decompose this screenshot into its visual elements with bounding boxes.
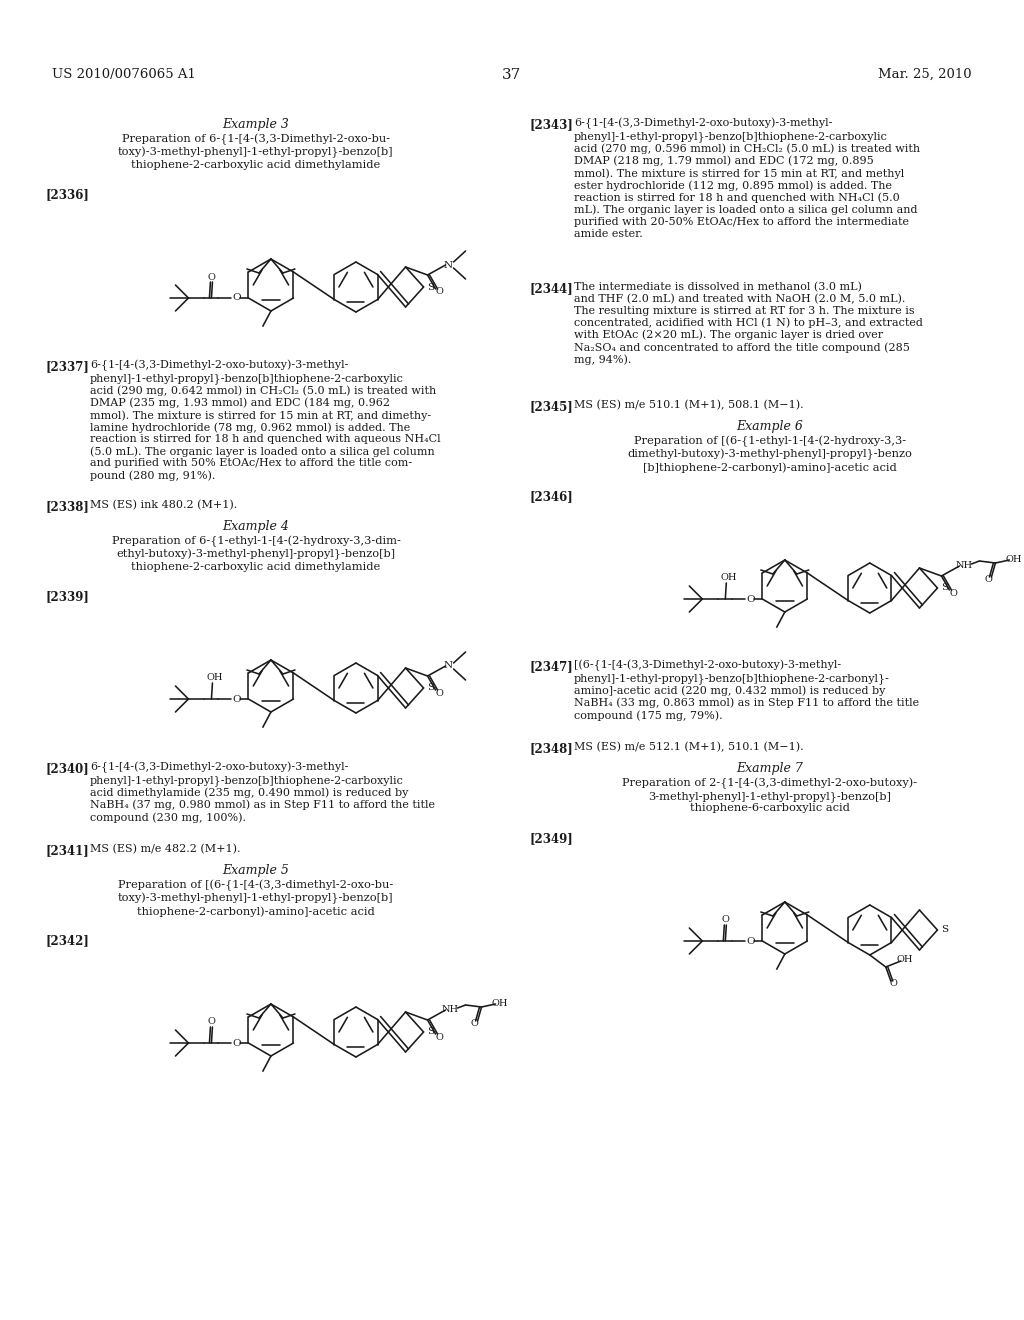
Text: Example 4: Example 4 (222, 520, 290, 533)
Text: [2339]: [2339] (46, 590, 90, 603)
Text: OH: OH (206, 673, 222, 682)
Text: US 2010/0076065 A1: US 2010/0076065 A1 (52, 69, 196, 81)
Text: Example 3: Example 3 (222, 117, 290, 131)
Text: [2348]: [2348] (529, 742, 573, 755)
Text: 6-{1-[4-(3,3-Dimethyl-2-oxo-butoxy)-3-methyl-
phenyl]-1-ethyl-propyl}-benzo[b]th: 6-{1-[4-(3,3-Dimethyl-2-oxo-butoxy)-3-me… (90, 762, 435, 822)
Text: O: O (471, 1019, 478, 1028)
Text: [2340]: [2340] (46, 762, 90, 775)
Text: 37: 37 (502, 69, 521, 82)
Text: Example 5: Example 5 (222, 865, 290, 876)
Text: O: O (890, 979, 898, 989)
Text: O: O (435, 689, 443, 697)
Text: NH: NH (955, 561, 973, 570)
Text: O: O (232, 1039, 241, 1048)
Text: O: O (208, 272, 215, 281)
Text: [2343]: [2343] (529, 117, 573, 131)
Text: MS (ES) m/e 510.1 (M+1), 508.1 (M−1).: MS (ES) m/e 510.1 (M+1), 508.1 (M−1). (573, 400, 804, 411)
Text: O: O (232, 293, 241, 302)
Text: [(6-{1-[4-(3,3-Dimethyl-2-oxo-butoxy)-3-methyl-
phenyl]-1-ethyl-propyl}-benzo[b]: [(6-{1-[4-(3,3-Dimethyl-2-oxo-butoxy)-3-… (573, 660, 919, 721)
Text: S: S (427, 1027, 434, 1036)
Text: O: O (746, 936, 755, 945)
Text: O: O (721, 916, 729, 924)
Text: [2341]: [2341] (46, 843, 90, 857)
Text: O: O (984, 576, 992, 585)
Text: Example 6: Example 6 (736, 420, 803, 433)
Text: [2345]: [2345] (529, 400, 573, 413)
Text: MS (ES) ink 480.2 (M+1).: MS (ES) ink 480.2 (M+1). (90, 500, 238, 511)
Text: [2338]: [2338] (46, 500, 90, 513)
Text: OH: OH (492, 998, 508, 1007)
Text: Preparation of 6-{1-[4-(3,3-Dimethyl-2-oxo-bu-
toxy)-3-methyl-phenyl]-1-ethyl-pr: Preparation of 6-{1-[4-(3,3-Dimethyl-2-o… (118, 135, 394, 170)
Text: OH: OH (1006, 554, 1022, 564)
Text: [2342]: [2342] (46, 935, 90, 946)
Text: N: N (444, 661, 453, 671)
Text: S: S (427, 684, 434, 693)
Text: O: O (435, 1032, 443, 1041)
Text: Preparation of [(6-{1-ethyl-1-[4-(2-hydroxy-3,3-
dimethyl-butoxy)-3-methyl-pheny: Preparation of [(6-{1-ethyl-1-[4-(2-hydr… (628, 436, 912, 473)
Text: [2346]: [2346] (529, 490, 573, 503)
Text: OH: OH (720, 573, 736, 582)
Text: NH: NH (442, 1006, 459, 1015)
Text: O: O (232, 694, 241, 704)
Text: Mar. 25, 2010: Mar. 25, 2010 (879, 69, 972, 81)
Text: O: O (746, 594, 755, 603)
Text: [2337]: [2337] (46, 360, 90, 374)
Text: The intermediate is dissolved in methanol (3.0 mL)
and THF (2.0 mL) and treated : The intermediate is dissolved in methano… (573, 282, 923, 366)
Text: OH: OH (897, 956, 913, 965)
Text: Preparation of 6-{1-ethyl-1-[4-(2-hydroxy-3,3-dim-
ethyl-butoxy)-3-methyl-phenyl: Preparation of 6-{1-ethyl-1-[4-(2-hydrox… (112, 536, 400, 572)
Text: [2347]: [2347] (529, 660, 573, 673)
Text: O: O (208, 1018, 215, 1027)
Text: [2336]: [2336] (46, 187, 90, 201)
Text: Preparation of [(6-{1-[4-(3,3-dimethyl-2-oxo-bu-
toxy)-3-methyl-phenyl]-1-ethyl-: Preparation of [(6-{1-[4-(3,3-dimethyl-2… (118, 880, 394, 916)
Text: 6-{1-[4-(3,3-Dimethyl-2-oxo-butoxy)-3-methyl-
phenyl]-1-ethyl-propyl}-benzo[b]th: 6-{1-[4-(3,3-Dimethyl-2-oxo-butoxy)-3-me… (90, 360, 440, 480)
Text: O: O (435, 288, 443, 297)
Text: S: S (941, 925, 948, 935)
Text: [2349]: [2349] (529, 832, 573, 845)
Text: Example 7: Example 7 (736, 762, 803, 775)
Text: Preparation of 2-{1-[4-(3,3-dimethyl-2-oxo-butoxy)-
3-methyl-phenyl]-1-ethyl-pro: Preparation of 2-{1-[4-(3,3-dimethyl-2-o… (623, 777, 918, 813)
Text: S: S (427, 282, 434, 292)
Text: [2344]: [2344] (529, 282, 573, 294)
Text: N: N (444, 260, 453, 269)
Text: MS (ES) m/e 482.2 (M+1).: MS (ES) m/e 482.2 (M+1). (90, 843, 241, 854)
Text: MS (ES) m/e 512.1 (M+1), 510.1 (M−1).: MS (ES) m/e 512.1 (M+1), 510.1 (M−1). (573, 742, 804, 752)
Text: O: O (949, 589, 957, 598)
Text: 6-{1-[4-(3,3-Dimethyl-2-oxo-butoxy)-3-methyl-
phenyl]-1-ethyl-propyl}-benzo[b]th: 6-{1-[4-(3,3-Dimethyl-2-oxo-butoxy)-3-me… (573, 117, 920, 239)
Text: S: S (941, 583, 948, 593)
